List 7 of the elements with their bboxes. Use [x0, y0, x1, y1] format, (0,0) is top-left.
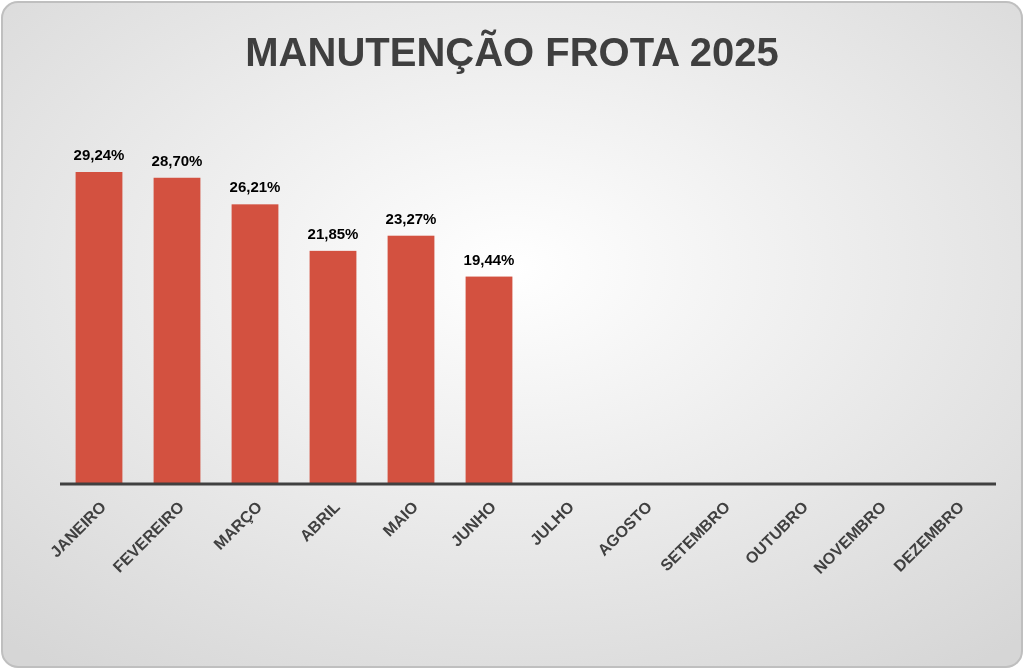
data-label: 26,21% [229, 178, 281, 196]
data-label: 23,27% [385, 209, 437, 227]
data-label: 19,44% [463, 250, 515, 268]
data-label: 28,70% [151, 151, 203, 169]
chart-title: MANUTENÇÃO FROTA 2025 [245, 29, 779, 74]
data-label: 21,85% [307, 224, 359, 242]
data-label: 29,24% [73, 146, 125, 163]
